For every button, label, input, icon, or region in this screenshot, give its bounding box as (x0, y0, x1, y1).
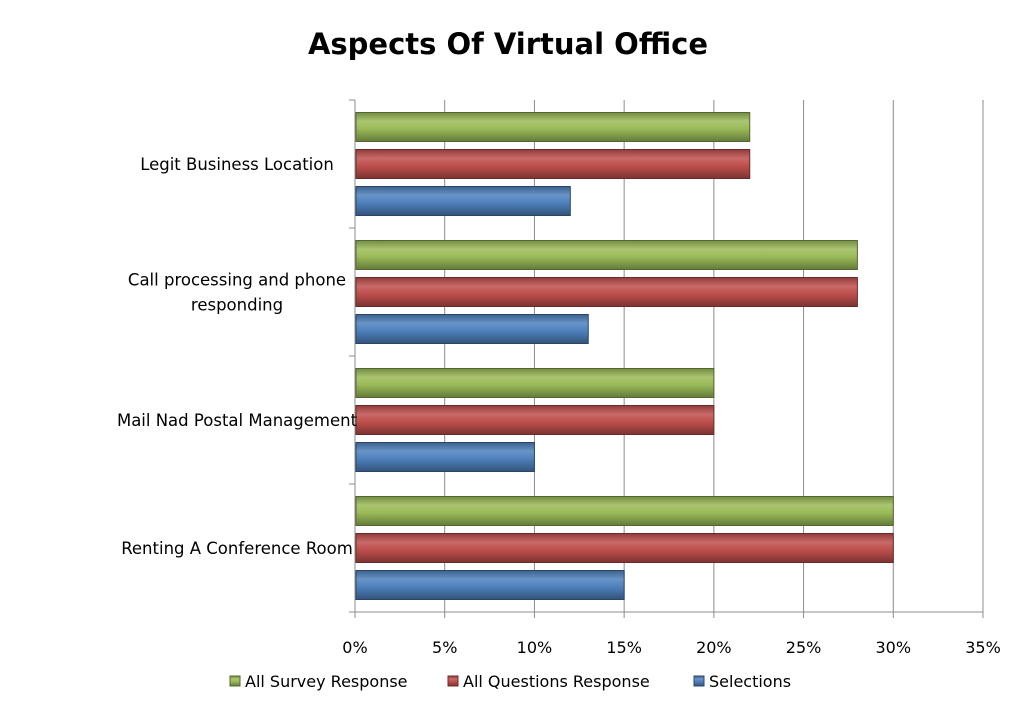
legend-swatch (693, 675, 705, 687)
grid (354, 100, 984, 612)
category-label: Legit Business Location (140, 155, 334, 174)
x-tick-label: 15% (606, 638, 642, 657)
x-tick-label: 30% (876, 638, 912, 657)
legend-swatch (447, 675, 459, 687)
x-tick-label: 25% (786, 638, 822, 657)
x-tick-label: 0% (342, 638, 367, 657)
bar (355, 533, 894, 563)
legend-swatch (229, 675, 241, 687)
x-tick-label: 10% (517, 638, 553, 657)
bar (355, 186, 571, 216)
x-tick-label: 35% (965, 638, 1001, 657)
category-labels: Legit Business Location Call processing a… (117, 155, 358, 558)
bar (355, 277, 858, 307)
category-label: Mail Nad Postal Management (117, 411, 358, 430)
x-tick-label: 5% (432, 638, 457, 657)
bar (355, 149, 751, 179)
bars (355, 112, 894, 600)
legend-label: Selections (709, 672, 791, 691)
bar (355, 405, 715, 435)
bar (355, 442, 535, 472)
bar (355, 368, 715, 398)
x-tick-label: 20% (696, 638, 732, 657)
bar (355, 240, 858, 270)
legend-label: All Survey Response (245, 672, 408, 691)
legend: All Survey Response All Questions Respons… (229, 672, 791, 691)
chart-title: Aspects Of Virtual Office (308, 27, 708, 61)
bar (355, 112, 751, 142)
axes: 0% 5% 10% 15% 20% 25% 30% 35% (342, 99, 1001, 657)
bar (355, 314, 589, 344)
category-label: Call processing and phone responding (128, 271, 346, 315)
bar (355, 496, 894, 526)
category-label: Renting A Conference Room (121, 539, 353, 558)
bar (355, 570, 625, 600)
legend-label: All Questions Response (463, 672, 650, 691)
